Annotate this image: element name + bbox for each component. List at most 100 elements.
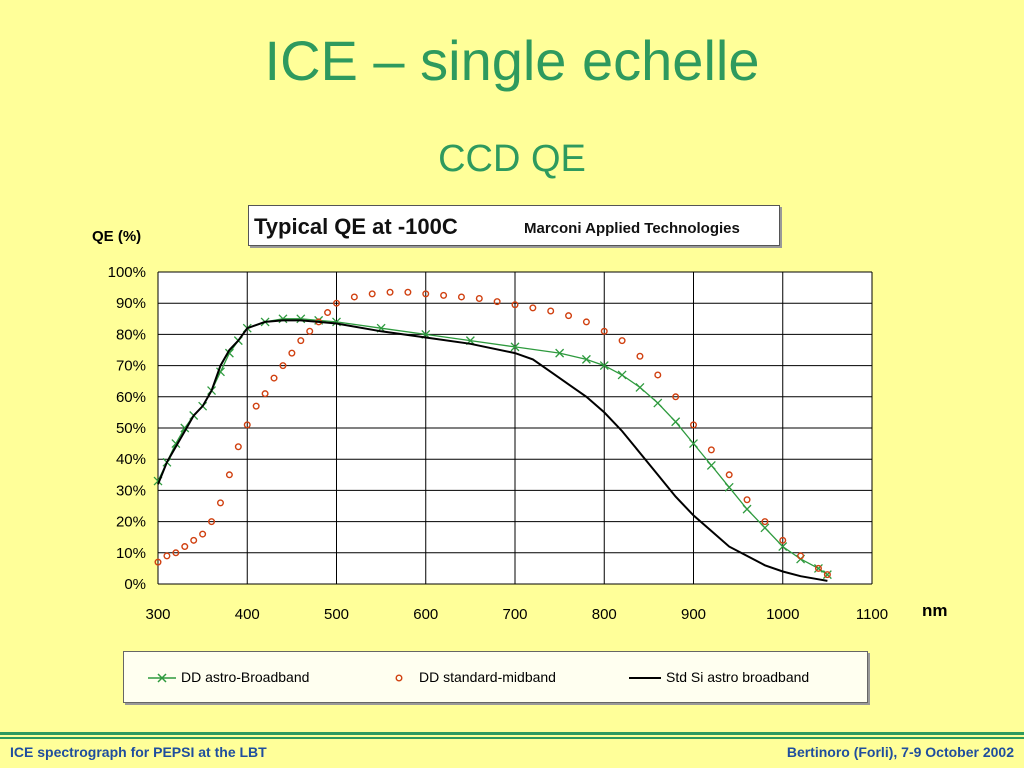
data-point-o	[216, 499, 224, 507]
x-tick-label: 900	[681, 606, 706, 623]
data-point-o	[297, 337, 305, 345]
legend-marker-midband	[395, 674, 403, 682]
x-tick-label: 1000	[766, 606, 799, 623]
data-point-x	[760, 523, 770, 533]
y-tick-label: 20%	[116, 514, 146, 531]
y-tick-label: 0%	[124, 576, 146, 593]
data-point-o	[493, 298, 501, 306]
data-point-o	[208, 518, 216, 526]
data-point-x	[813, 563, 823, 573]
data-point-o	[350, 293, 358, 301]
chart-legend: DD astro-Broadband DD standard-midband S…	[123, 651, 868, 703]
data-point-o	[743, 496, 751, 504]
y-tick-label: 90%	[116, 295, 146, 312]
x-tick-label: 300	[145, 606, 170, 623]
data-point-o	[618, 337, 626, 345]
data-point-o	[511, 301, 519, 309]
y-tick-label: 50%	[116, 420, 146, 437]
data-point-o	[234, 443, 242, 451]
data-point-o	[368, 290, 376, 298]
x-axis-label: nm	[922, 601, 948, 620]
chart-title-box: Typical QE at -100C Marconi Applied Tech…	[248, 205, 780, 246]
y-tick-label: 30%	[116, 482, 146, 499]
data-point-o	[814, 564, 822, 572]
data-point-o	[672, 393, 680, 401]
y-tick-label: 60%	[116, 389, 146, 406]
data-point-o	[225, 471, 233, 479]
data-point-x	[617, 370, 627, 380]
data-point-o	[324, 309, 332, 317]
x-tick-label: 400	[235, 606, 260, 623]
legend-label-broadband: DD astro-Broadband	[181, 669, 310, 685]
data-point-o	[797, 552, 805, 560]
legend-label-midband: DD standard-midband	[419, 669, 556, 685]
data-point-o	[261, 390, 269, 398]
footer-divider	[0, 732, 1024, 735]
data-point-o	[181, 543, 189, 551]
data-point-o	[190, 536, 198, 544]
data-point-x	[581, 354, 591, 364]
data-point-x	[822, 570, 832, 580]
data-point-o	[243, 421, 251, 429]
data-point-o	[440, 291, 448, 299]
footer-right-text: Bertinoro (Forli), 7-9 October 2002	[786, 744, 1014, 760]
data-point-x	[724, 482, 734, 492]
data-point-x	[635, 382, 645, 392]
footer-divider-thin	[0, 737, 1024, 739]
data-point-o	[529, 304, 537, 312]
data-point-o	[386, 288, 394, 296]
series-line-3	[157, 319, 828, 582]
data-point-x	[555, 348, 565, 358]
y-tick-label: 80%	[116, 326, 146, 343]
data-point-o	[279, 362, 287, 370]
legend-marker-broadband	[157, 673, 167, 683]
y-tick-label: 40%	[116, 451, 146, 468]
data-point-x	[671, 417, 681, 427]
data-point-o	[288, 349, 296, 357]
data-point-o	[199, 530, 207, 538]
data-point-o	[422, 290, 430, 298]
slide-title: ICE – single echelle	[264, 29, 760, 92]
x-tick-label: 800	[592, 606, 617, 623]
data-point-o	[163, 552, 171, 560]
data-point-o	[761, 518, 769, 526]
chart-subtitle: Marconi Applied Technologies	[524, 220, 740, 237]
data-point-o	[306, 327, 314, 335]
data-point-o	[779, 536, 787, 544]
legend-swatches	[148, 673, 661, 683]
data-point-x	[599, 361, 609, 371]
data-point-x	[689, 439, 698, 449]
data-point-o	[457, 293, 465, 301]
data-point-o	[475, 295, 483, 303]
data-point-o	[600, 327, 608, 335]
y-tick-label: 70%	[116, 358, 146, 375]
chart-title: Typical QE at -100C	[254, 214, 458, 239]
x-tick-label: 500	[324, 606, 349, 623]
data-point-o	[154, 558, 162, 566]
data-point-o	[636, 352, 644, 360]
data-point-o	[252, 402, 260, 410]
data-point-x	[706, 460, 716, 470]
x-tick-label: 600	[413, 606, 438, 623]
x-tick-label: 700	[502, 606, 527, 623]
y-tick-label: 100%	[108, 264, 146, 281]
data-point-x	[778, 542, 788, 552]
data-point-o	[333, 299, 341, 307]
data-point-o	[270, 374, 278, 382]
legend-label-std: Std Si astro broadband	[666, 669, 810, 685]
data-point-o	[172, 549, 180, 557]
slide-subtitle: CCD QE	[438, 138, 586, 180]
footer-left-text: ICE spectrograph for PEPSI at the LBT	[10, 744, 267, 760]
data-point-o	[565, 312, 573, 320]
data-point-o	[547, 307, 555, 315]
data-point-o	[707, 446, 715, 454]
x-tick-label: 1100	[856, 606, 888, 623]
data-point-o	[823, 571, 831, 579]
data-point-o	[690, 421, 698, 429]
data-point-x	[742, 504, 752, 514]
data-point-o	[725, 471, 733, 479]
data-point-o	[654, 371, 662, 379]
data-point-o	[582, 318, 590, 326]
data-point-o	[404, 288, 412, 296]
